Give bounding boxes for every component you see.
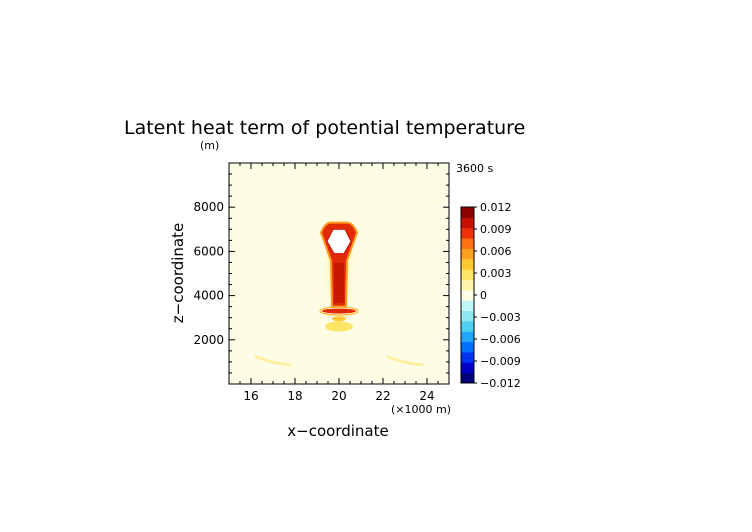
y-tick-label: 8000 <box>193 200 224 214</box>
colorbar-swatch <box>461 372 474 384</box>
band-upper <box>322 308 356 314</box>
chart-title: Latent heat term of potential temperatur… <box>124 117 525 139</box>
colorbar-swatch <box>461 300 474 312</box>
colorbar-swatch <box>461 341 474 353</box>
colorbar-swatch <box>461 331 474 343</box>
heatmap-field <box>254 212 424 367</box>
y-tick-label: 6000 <box>193 244 224 258</box>
colorbar-label: 0.003 <box>480 267 512 280</box>
colorbar-swatch <box>461 227 474 239</box>
y-tick-label: 2000 <box>193 333 224 347</box>
colorbar-swatch <box>461 207 474 218</box>
x-tick-label: 24 <box>419 389 434 403</box>
colorbar: 0.012 0.009 0.006 0.003 0 −0.003 −0.006 −0.009 −… <box>460 201 521 390</box>
y-unit-label: (m) <box>200 139 219 152</box>
time-label: 3600 s <box>456 162 493 175</box>
core-column-center <box>334 262 344 303</box>
colorbar-swatch <box>461 320 474 332</box>
colorbar-label: −0.003 <box>480 311 521 324</box>
x-unit-label: (×1000 m) <box>391 403 451 416</box>
x-axis-label: x−coordinate <box>287 422 388 440</box>
saturated-core <box>326 228 352 255</box>
colorbar-label: 0 <box>480 289 487 302</box>
x-tick-label: 20 <box>331 389 346 403</box>
colorbar-label: −0.012 <box>480 377 521 390</box>
colorbar-swatch <box>461 289 474 301</box>
x-tick-label: 18 <box>287 389 302 403</box>
colorbar-swatch <box>461 310 474 322</box>
colorbar-label: 0.006 <box>480 245 512 258</box>
colorbar-swatch <box>461 217 474 229</box>
colorbar-label: 0.012 <box>480 201 512 214</box>
right-wisp <box>386 355 424 367</box>
colorbar-swatch <box>461 362 474 374</box>
band-middle <box>332 316 346 322</box>
x-tick-label: 22 <box>375 389 390 403</box>
band-lower <box>325 321 353 332</box>
colorbar-swatch <box>461 238 474 249</box>
left-wisp <box>254 355 292 367</box>
y-tick-label: 4000 <box>193 289 224 303</box>
colorbar-swatch <box>461 258 474 270</box>
colorbar-swatch <box>461 269 474 280</box>
colorbar-label: 0.009 <box>480 223 512 236</box>
colorbar-swatch <box>461 351 474 363</box>
x-tick-label: 16 <box>243 389 258 403</box>
colorbar-swatch <box>461 248 474 260</box>
colorbar-label: −0.009 <box>480 355 521 368</box>
axes: 16 18 20 22 24 2000 4000 6000 8000 <box>193 162 450 403</box>
y-axis-label: z−coordinate <box>169 223 187 323</box>
colorbar-swatch <box>461 279 474 291</box>
colorbar-label: −0.006 <box>480 333 521 346</box>
